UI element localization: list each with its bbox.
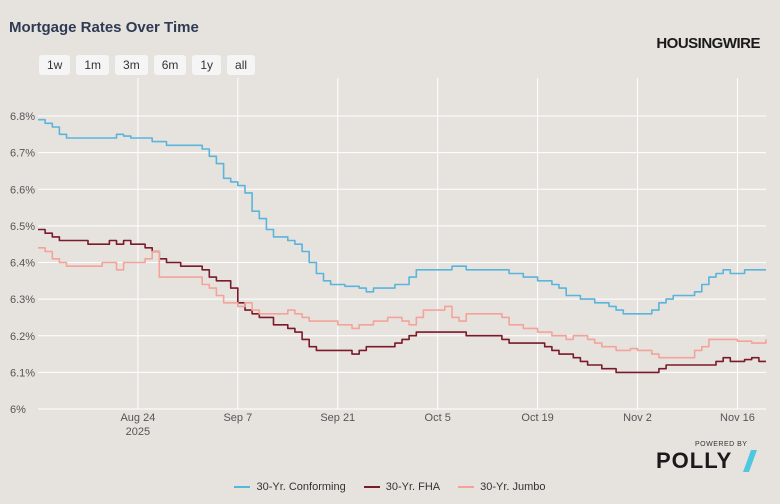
y-tick-label: 6.6% <box>10 184 35 196</box>
y-tick-label: 6.2% <box>10 331 35 343</box>
range-1m-button[interactable]: 1m <box>76 55 110 75</box>
y-tick-label: 6.7% <box>10 148 35 160</box>
x-tick-label: Nov 16 <box>720 412 755 424</box>
x-tick-label: Sep 7 <box>223 412 252 424</box>
x-tick-label: Nov 2 <box>623 412 652 424</box>
x-tick-label: Oct 5 <box>425 412 451 424</box>
chart-legend: 30-Yr. Conforming 30-Yr. FHA 30-Yr. Jumb… <box>0 481 780 493</box>
polly-slash-icon <box>743 450 757 472</box>
axes: 6% 6.1% 6.2% 6.3% 6.4% 6.5% 6.6% 6.7% 6.8% Aug 24… <box>10 111 755 438</box>
legend-swatch-conforming <box>234 486 251 488</box>
y-tick-label: 6.5% <box>10 221 35 233</box>
y-tick-label: 6.4% <box>10 258 35 270</box>
legend-label-conforming: 30-Yr. Conforming <box>256 481 346 493</box>
range-1w-button[interactable]: 1w <box>39 55 71 75</box>
y-tick-label: 6.1% <box>10 367 35 379</box>
grid <box>38 78 766 410</box>
series-line-jumbo[interactable] <box>38 247 767 359</box>
y-tick-label: 6% <box>10 404 26 416</box>
range-all-button[interactable]: all <box>227 55 256 75</box>
legend-label-jumbo: 30-Yr. Jumbo <box>480 481 546 493</box>
legend-label-fha: 30-Yr. FHA <box>385 481 441 493</box>
polly-logo: POLLY <box>656 448 733 473</box>
range-3m-button[interactable]: 3m <box>115 55 148 75</box>
x-tick-label: Oct 19 <box>521 412 553 424</box>
series-line-conforming[interactable] <box>38 118 766 315</box>
range-selector: 1w 1m 3m 6m 1y all <box>39 55 256 75</box>
series-line-fha[interactable] <box>38 228 766 374</box>
legend-item-jumbo[interactable]: 30-Yr. Jumbo <box>458 481 546 493</box>
x-tick-label: Sep 21 <box>320 412 355 424</box>
range-6m-button[interactable]: 6m <box>153 55 187 75</box>
legend-item-conforming[interactable]: 30-Yr. Conforming <box>234 481 346 493</box>
range-1y-button[interactable]: 1y <box>192 55 222 75</box>
powered-by-label: POWERED BY <box>695 441 748 448</box>
series-lines <box>38 118 767 374</box>
y-tick-label: 6.8% <box>10 111 35 123</box>
y-tick-label: 6.3% <box>10 294 35 306</box>
legend-swatch-fha <box>363 486 380 488</box>
page-title: Mortgage Rates Over Time <box>9 19 199 36</box>
legend-swatch-jumbo <box>458 486 475 488</box>
x-tick-year-label: 2025 <box>126 426 150 438</box>
legend-item-fha[interactable]: 30-Yr. FHA <box>363 481 441 493</box>
housingwire-logo: HOUSINGWIRE <box>656 35 760 52</box>
x-tick-label: Aug 24 <box>120 412 155 424</box>
